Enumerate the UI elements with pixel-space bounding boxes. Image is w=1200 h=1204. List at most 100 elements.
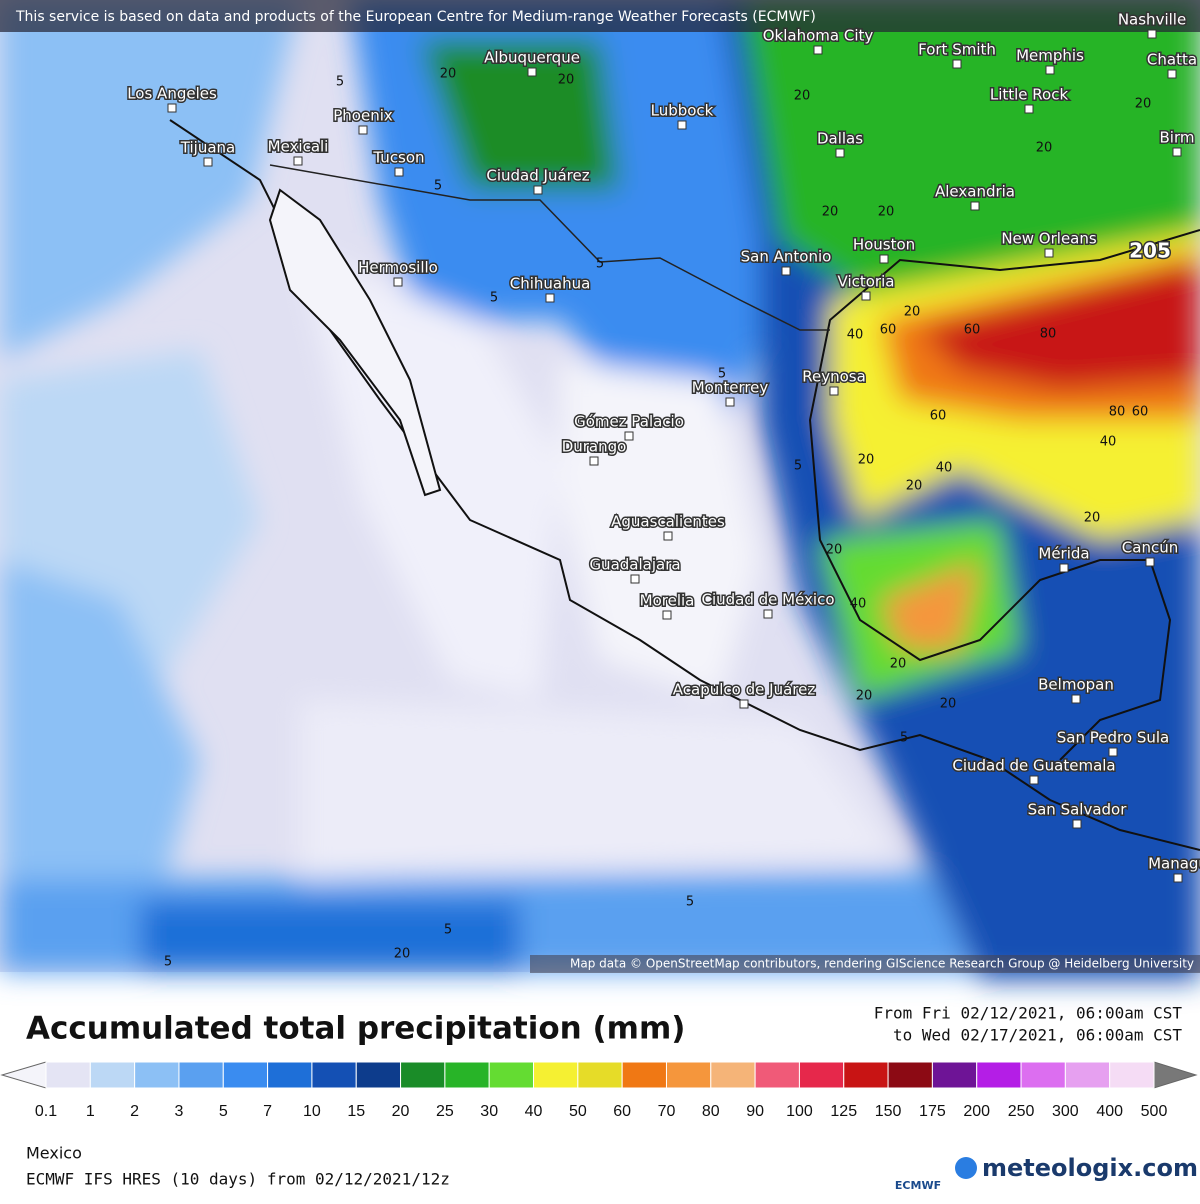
legend-tick-label: 10 (303, 1103, 321, 1120)
city-label: Los Angeles (127, 85, 217, 103)
city-marker (533, 185, 543, 195)
city-label: San Salvador (1028, 801, 1128, 819)
city-label: Nashville (1118, 11, 1186, 29)
city-label: Mexicali (268, 138, 329, 156)
city-marker (663, 531, 673, 541)
legend-swatch (178, 1061, 224, 1089)
legend-swatch (1064, 1061, 1111, 1089)
legend-tick-label: 40 (525, 1103, 543, 1120)
legend-tick-label: 250 (1008, 1103, 1035, 1120)
city-marker (1167, 69, 1177, 79)
region: Mexico (26, 1144, 82, 1163)
city-labels: Nashville Oklahoma City Fort Smith Memphis C… (126, 9, 1200, 883)
legend-swatch (1020, 1061, 1066, 1089)
legend-swatch (355, 1061, 402, 1089)
city-marker (1172, 147, 1182, 157)
contour-label: 60 (930, 409, 947, 424)
legend-swatch (754, 1061, 800, 1089)
legend-swatch (976, 1061, 1022, 1089)
legend-tick-label: 200 (963, 1103, 990, 1120)
legend-under (0, 1061, 47, 1089)
city-label: Chihuahua (510, 275, 591, 293)
model-info: ECMWF IFS HRES (10 days) from 02/12/2021… (26, 1170, 450, 1189)
contour-label: 80 (1040, 327, 1057, 342)
legend-tick-label: 300 (1052, 1103, 1079, 1120)
city-marker (630, 574, 640, 584)
city-label: Aguascalientes (611, 513, 725, 531)
city-marker (1173, 873, 1183, 883)
city-label: Little Rock (990, 86, 1069, 104)
city-label: Tucson (372, 149, 424, 167)
contour-label: 20 (906, 479, 923, 494)
city-label: Gómez Palacio (574, 413, 684, 431)
city-marker (829, 386, 839, 396)
city-marker (1029, 775, 1039, 785)
legend-tick-label: 0.1 (35, 1103, 57, 1120)
city-label: Belmopan (1038, 676, 1114, 694)
legend-swatch (488, 1061, 535, 1089)
city-marker (725, 397, 735, 407)
contour-label: 20 (558, 73, 575, 88)
contour-label: 5 (900, 731, 908, 746)
legend-swatch (843, 1061, 889, 1089)
legend-tick-label: 15 (347, 1103, 365, 1120)
city-marker (203, 157, 213, 167)
city-label: Albuquerque (484, 49, 580, 67)
city-marker (358, 125, 368, 135)
city-label: Ciudad de México (701, 591, 834, 609)
legend-tick-label: 20 (392, 1103, 410, 1120)
city-marker (662, 610, 672, 620)
map: This service is based on data and produc… (0, 0, 1200, 980)
contour-label: 20 (878, 205, 895, 220)
legend-tick-label: 175 (919, 1103, 946, 1120)
contour-label: 60 (964, 323, 981, 338)
legend-swatch (45, 1061, 91, 1089)
contour-label: 5 (164, 955, 172, 970)
city-label: Birm (1160, 129, 1195, 147)
contour-label: 20 (794, 89, 811, 104)
city-label: Hermosillo (358, 259, 438, 277)
contour-labels: 5 20 20 5 20 20 20 20 20 5 5 20 40 60 60 80 60 80 60 40 40 20… (164, 67, 1151, 970)
city-marker (1045, 65, 1055, 75)
city-label: Chatta (1147, 51, 1197, 69)
city-label: Acapulco de Juárez (673, 681, 816, 699)
contour-label: 20 (858, 453, 875, 468)
city-label: San Pedro Sula (1057, 729, 1169, 747)
brand-icon (955, 1157, 977, 1179)
contour-label: 40 (850, 597, 867, 612)
city-label: Tijuana (180, 139, 235, 157)
city-label: Dallas (817, 130, 863, 148)
city-marker (1145, 557, 1155, 567)
city-marker (589, 456, 599, 466)
city-marker (1059, 563, 1069, 573)
city-label: Managu (1148, 855, 1200, 873)
color-legend: 0.1 1 2 3 5 7 10 15 20 25 30 40 50 60 70 80 90 100 125 150 1… (0, 1061, 1198, 1120)
city-marker (1147, 29, 1157, 39)
contour-label: 20 (856, 689, 873, 704)
legend-tick-label: 5 (219, 1103, 228, 1120)
city-label: Alexandria (935, 183, 1015, 201)
city-marker (813, 45, 823, 55)
city-marker (739, 699, 749, 709)
legend-tick-label: 60 (613, 1103, 631, 1120)
city-label: Victoria (838, 273, 895, 291)
city-label: Ciudad Juárez (486, 167, 589, 185)
legend-swatch (89, 1061, 136, 1089)
contour-label: 20 (440, 67, 457, 82)
contour-label: 40 (847, 328, 864, 343)
legend-swatch (710, 1061, 756, 1089)
contour-label: 60 (880, 323, 897, 338)
legend-tick-label: 30 (480, 1103, 498, 1120)
legend-swatch (931, 1061, 978, 1089)
contour-label: 20 (1084, 511, 1101, 526)
city-marker (952, 59, 962, 69)
legend-tick-label: 2 (130, 1103, 139, 1120)
contour-label: 5 (794, 459, 802, 474)
legend-tick-label: 50 (569, 1103, 587, 1120)
city-marker (393, 277, 403, 287)
city-label: New Orleans (1001, 230, 1097, 248)
contour-label: 20 (890, 657, 907, 672)
city-label: Cancún (1122, 539, 1178, 557)
brand-logo: meteologix.com (982, 1154, 1198, 1182)
city-marker (970, 201, 980, 211)
